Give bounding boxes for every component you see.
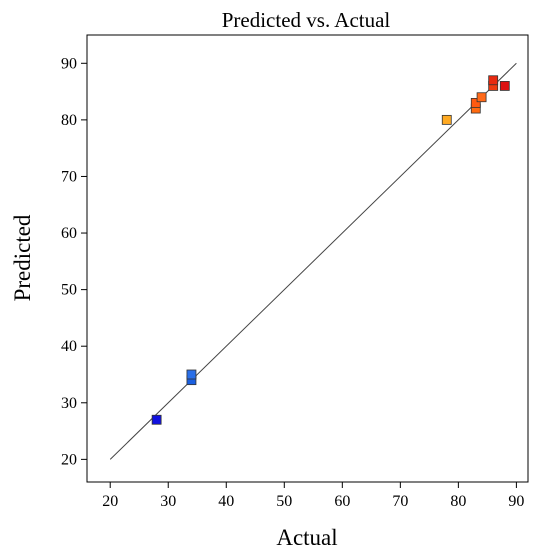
data-point: [499, 81, 510, 91]
data-point: [186, 369, 197, 380]
data-points: [151, 75, 510, 425]
reference-line: [109, 62, 517, 460]
plot-frame: [86, 34, 529, 483]
x-tick-label: 80: [450, 493, 466, 510]
x-tick-label: 20: [102, 493, 118, 510]
y-tick-label: 90: [61, 55, 77, 72]
chart-title: Predicted vs. Actual: [222, 8, 391, 32]
y-tick-label: 20: [61, 451, 77, 468]
x-tick-label: 50: [276, 493, 292, 510]
data-point: [151, 414, 162, 425]
x-tick-label: 90: [508, 493, 524, 510]
x-tick-label: 40: [218, 493, 234, 510]
data-point: [470, 97, 481, 108]
y-tick-label: 50: [61, 282, 77, 299]
data-point: [441, 114, 452, 125]
x-tick-label: 70: [392, 493, 408, 510]
x-axis: 20 30 40 50 60 70 80 90: [102, 482, 524, 510]
x-axis-label: Actual: [276, 525, 337, 550]
y-tick-label: 80: [61, 112, 77, 129]
data-point: [488, 75, 499, 86]
y-tick-label: 30: [61, 395, 77, 412]
y-tick-label: 70: [61, 168, 77, 185]
y-axis: 20 30 40 50 60 70 80 90: [61, 55, 87, 468]
y-tick-label: 40: [61, 338, 77, 355]
y-tick-label: 60: [61, 225, 77, 242]
x-tick-label: 60: [334, 493, 350, 510]
y-axis-label: Predicted: [10, 214, 35, 301]
data-point: [476, 92, 487, 103]
x-tick-label: 30: [160, 493, 176, 510]
